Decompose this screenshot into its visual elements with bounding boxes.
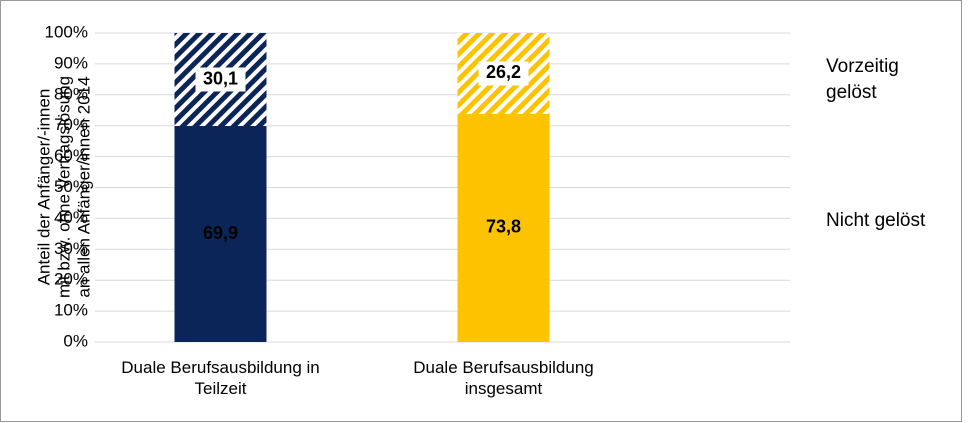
y-tick-label: 80%	[54, 84, 88, 103]
label-bg	[195, 67, 246, 92]
legend-label: Vorzeitig gelöst	[826, 55, 899, 103]
legend-label: Nicht gelöst	[826, 210, 926, 231]
x-tick-label: Duale Berufsausbildung in Teilzeit	[121, 358, 320, 398]
label-bg	[478, 61, 529, 86]
value-label: 30,1	[203, 68, 238, 88]
y-tick-label: 50%	[54, 177, 88, 196]
y-axis-label: Anteil der Anfänger/-innen	[34, 89, 53, 286]
bar-segment	[457, 113, 550, 342]
y-tick-label: 70%	[54, 115, 88, 134]
y-tick-label: 0%	[63, 331, 88, 350]
y-tick-label: 30%	[54, 239, 88, 258]
bar-segment	[174, 126, 267, 342]
y-tick-label: 10%	[54, 301, 88, 320]
x-tick-label: Duale Berufsausbildung insgesamt	[413, 358, 594, 398]
value-label: 73,8	[486, 217, 521, 237]
y-tick-label: 90%	[54, 53, 88, 72]
y-tick-label: 60%	[54, 146, 88, 165]
y-axis-label: mit bzw. ohne Vertragslösung	[54, 76, 73, 298]
y-tick-label: 100%	[45, 22, 88, 41]
y-tick-label: 40%	[54, 208, 88, 227]
y-tick-label: 20%	[54, 270, 88, 289]
value-label: 69,9	[203, 223, 238, 243]
value-label: 26,2	[486, 62, 521, 82]
y-axis-label: an allen Anfänger/innen 2014	[74, 76, 93, 297]
